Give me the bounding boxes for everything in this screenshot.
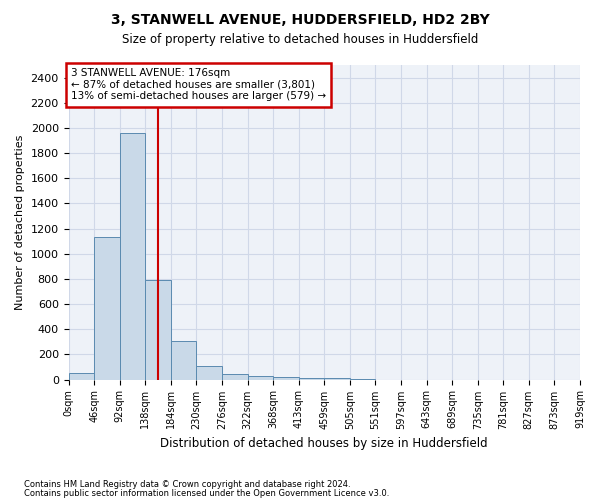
Bar	[273, 377, 299, 380]
Bar	[119, 133, 145, 380]
Text: 3, STANWELL AVENUE, HUDDERSFIELD, HD2 2BY: 3, STANWELL AVENUE, HUDDERSFIELD, HD2 2B…	[110, 12, 490, 26]
Bar	[196, 366, 222, 380]
Text: Size of property relative to detached houses in Huddersfield: Size of property relative to detached ho…	[122, 32, 478, 46]
Text: Contains HM Land Registry data © Crown copyright and database right 2024.: Contains HM Land Registry data © Crown c…	[24, 480, 350, 489]
Bar	[94, 238, 119, 380]
Bar	[145, 280, 171, 380]
Y-axis label: Number of detached properties: Number of detached properties	[15, 134, 25, 310]
Text: Contains public sector information licensed under the Open Government Licence v3: Contains public sector information licen…	[24, 488, 389, 498]
Bar	[299, 378, 324, 380]
Bar	[171, 341, 196, 380]
Bar	[222, 374, 248, 380]
Bar	[248, 376, 273, 380]
X-axis label: Distribution of detached houses by size in Huddersfield: Distribution of detached houses by size …	[160, 437, 488, 450]
Bar	[324, 378, 350, 380]
Bar	[68, 374, 94, 380]
Text: 3 STANWELL AVENUE: 176sqm
← 87% of detached houses are smaller (3,801)
13% of se: 3 STANWELL AVENUE: 176sqm ← 87% of detac…	[71, 68, 326, 102]
